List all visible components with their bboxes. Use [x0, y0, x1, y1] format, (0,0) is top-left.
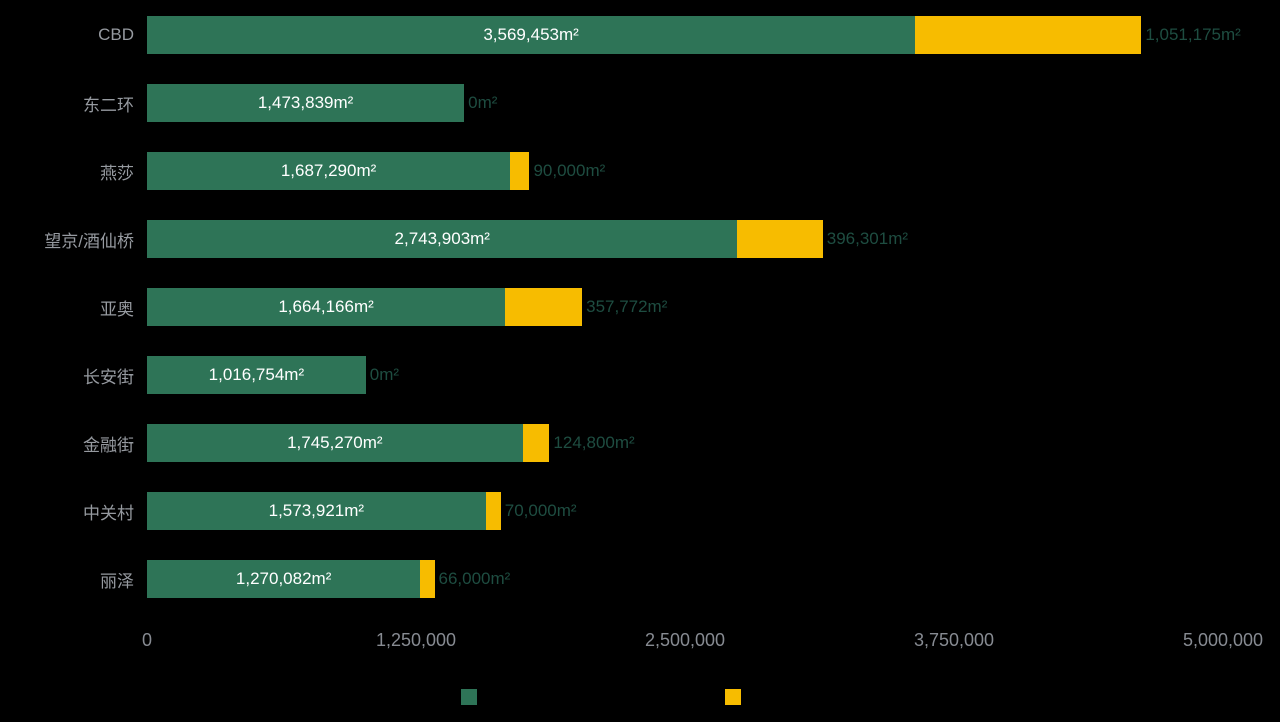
- chart-row: 金融街 1,745,270m² 124,800m²: [0, 409, 1280, 477]
- category-label: 丽泽: [100, 571, 134, 591]
- category-label: 亚奥: [100, 299, 134, 319]
- bar-segment-yellow[interactable]: [522, 424, 550, 462]
- bar-segment-yellow[interactable]: [915, 16, 1142, 54]
- bar-track: 1,016,754m² 0m²: [147, 356, 1280, 394]
- category-label: 望京/酒仙桥: [44, 231, 134, 251]
- bar-track: 3,569,453m² 1,051,175m²: [147, 16, 1280, 54]
- bar-track: 1,270,082m² 66,000m²: [147, 560, 1280, 598]
- bar-segment-green[interactable]: 1,473,839m²: [147, 84, 465, 122]
- bar-value-label: 1,573,921m²: [268, 501, 365, 520]
- chart-row: 燕莎 1,687,290m² 90,000m²: [0, 137, 1280, 205]
- bar-outside-value-label: 90,000m²: [533, 161, 606, 180]
- chart-row: 丽泽 1,270,082m² 66,000m²: [0, 545, 1280, 613]
- bar-value-label: 2,743,903m²: [394, 229, 490, 248]
- x-axis-tick-label: 2,500,000: [644, 630, 726, 650]
- x-axis-tick-label: 3,750,000: [913, 630, 995, 650]
- category-label: CBD: [98, 25, 134, 44]
- bar-track: 1,687,290m² 90,000m²: [147, 152, 1280, 190]
- bar-segment-yellow[interactable]: [420, 560, 435, 598]
- chart-row: 望京/酒仙桥 2,743,903m² 396,301m²: [0, 205, 1280, 273]
- category-label: 燕莎: [100, 163, 134, 183]
- x-axis-tick-label: 0: [141, 630, 153, 650]
- bar-outside-value-label: 357,772m²: [586, 297, 668, 316]
- bar-value-label: 3,569,453m²: [483, 25, 579, 44]
- chart-row: 中关村 1,573,921m² 70,000m²: [0, 477, 1280, 545]
- x-axis-tick-label: 1,250,000: [375, 630, 457, 650]
- bar-segment-yellow[interactable]: [485, 492, 501, 530]
- x-axis: 0 1,250,000 2,500,000 3,750,000 5,000,000: [142, 630, 1263, 652]
- bar-outside-value-label: 0m²: [468, 93, 498, 112]
- bar-track: 1,573,921m² 70,000m²: [147, 492, 1280, 530]
- bar-value-label: 1,745,270m²: [287, 433, 383, 452]
- bar-outside-value-label: 0m²: [369, 365, 400, 384]
- category-label: 长安街: [83, 367, 134, 387]
- bar-value-label: 1,270,082m²: [235, 569, 332, 588]
- bar-track: 2,743,903m² 396,301m²: [147, 220, 1280, 258]
- bar-outside-value-label: 124,800m²: [553, 433, 635, 452]
- bar-segment-green[interactable]: 1,016,754m²: [147, 356, 366, 394]
- bar-value-label: 1,016,754m²: [208, 365, 305, 384]
- bar-segment-yellow[interactable]: [510, 152, 530, 190]
- bar-track: 1,664,166m² 357,772m²: [147, 288, 1280, 326]
- chart-rows: CBD 3,569,453m² 1,051,175m² 东二环 1,473,839m² 0…: [0, 1, 1280, 613]
- bar-segment-green[interactable]: 1,573,921m²: [147, 492, 486, 530]
- bar-outside-value-label: 70,000m²: [504, 501, 577, 520]
- bar-segment-green[interactable]: 1,664,166m²: [147, 288, 506, 326]
- bar-outside-value-label: 66,000m²: [438, 569, 511, 588]
- bar-segment-green[interactable]: 1,687,290m²: [147, 152, 511, 190]
- bar-segment-yellow[interactable]: [737, 220, 823, 258]
- bar-value-label: 1,687,290m²: [280, 161, 377, 180]
- chart-row: CBD 3,569,453m² 1,051,175m²: [0, 1, 1280, 69]
- bar-value-label: 1,473,839m²: [257, 93, 354, 112]
- category-label: 金融街: [83, 435, 134, 455]
- bar-track: 1,745,270m² 124,800m²: [147, 424, 1280, 462]
- bar-segment-green[interactable]: 1,745,270m²: [147, 424, 523, 462]
- legend-swatch-green[interactable]: [461, 689, 477, 705]
- bar-segment-green[interactable]: 2,743,903m²: [147, 220, 738, 258]
- bar-segment-green[interactable]: 1,270,082m²: [147, 560, 421, 598]
- chart-legend: [0, 689, 1280, 705]
- bar-value-label: 1,664,166m²: [278, 297, 374, 316]
- chart-row: 东二环 1,473,839m² 0m²: [0, 69, 1280, 137]
- chart-row: 长安街 1,016,754m² 0m²: [0, 341, 1280, 409]
- legend-swatch-yellow[interactable]: [725, 689, 741, 705]
- bar-outside-value-label: 396,301m²: [826, 229, 909, 248]
- bar-segment-green[interactable]: 3,569,453m²: [147, 16, 916, 54]
- category-label: 中关村: [83, 503, 134, 523]
- bar-segment-yellow[interactable]: [505, 288, 583, 326]
- chart-row: 亚奥 1,664,166m² 357,772m²: [0, 273, 1280, 341]
- bar-track: 1,473,839m² 0m²: [147, 84, 1280, 122]
- category-label: 东二环: [83, 95, 134, 115]
- x-axis-tick-label: 5,000,000: [1182, 630, 1264, 650]
- bar-outside-value-label: 1,051,175m²: [1145, 25, 1241, 44]
